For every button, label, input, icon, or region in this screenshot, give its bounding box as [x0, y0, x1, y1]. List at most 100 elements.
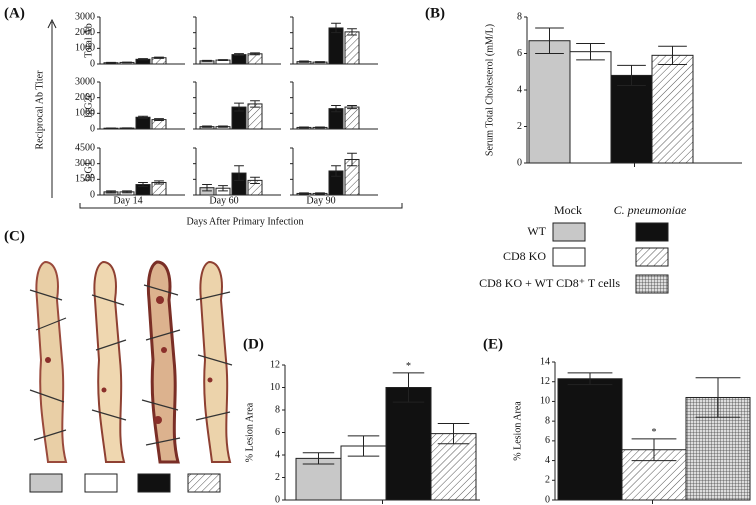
y-tick-label: 0	[90, 189, 95, 200]
error-bar	[331, 105, 341, 113]
bar	[344, 31, 360, 65]
bar	[557, 378, 623, 501]
error-bar	[154, 180, 164, 185]
y-tick-label: 6	[545, 435, 550, 446]
bar	[385, 387, 432, 501]
bar	[430, 433, 477, 501]
y-tick-label: 14	[540, 356, 550, 367]
significance-marker: *	[406, 361, 411, 372]
x-bracket	[79, 203, 403, 209]
error-bar	[617, 64, 646, 86]
panel-label: (C)	[4, 228, 25, 244]
error-bar	[250, 176, 260, 185]
y-tick-label: 0	[545, 494, 550, 505]
error-bar	[535, 27, 564, 54]
error-bar	[138, 58, 148, 61]
legend-label: CD8 KO	[503, 249, 546, 263]
error-bar	[234, 102, 244, 112]
y-tick-label: 4	[545, 455, 550, 466]
significance-marker: *	[652, 427, 657, 438]
error-bar	[315, 192, 325, 195]
error-bar	[202, 59, 212, 62]
y-tick-label: 2	[517, 121, 522, 132]
legend-label: WT	[527, 224, 546, 238]
error-bar	[631, 438, 677, 462]
bar	[247, 103, 263, 130]
y-tick-label: 8	[545, 415, 550, 426]
y-tick-label: 6	[275, 427, 280, 438]
photo-legend	[29, 473, 221, 493]
legend-swatch	[635, 222, 669, 242]
column-label: Day 60	[209, 195, 238, 206]
error-bar	[331, 165, 341, 177]
error-bar	[576, 42, 605, 61]
y-tick-label: 10	[540, 396, 550, 407]
panel-label: (A)	[4, 5, 25, 21]
legend-swatch	[552, 247, 586, 267]
y-tick-label: 0	[275, 494, 280, 505]
error-bar	[347, 152, 357, 167]
y-tick-label: 2	[545, 475, 550, 486]
error-bar	[154, 118, 164, 122]
y-axis-title: % Lesion Area	[244, 402, 255, 462]
legend-label: CD8 KO + WT CD8⁺ T cells	[479, 276, 620, 290]
legend-swatch	[552, 222, 586, 242]
error-bar	[299, 126, 309, 129]
error-bar	[154, 56, 164, 59]
error-bar	[122, 190, 132, 194]
error-bar	[202, 184, 212, 192]
error-bar	[392, 372, 425, 403]
error-bar	[106, 190, 116, 194]
error-bar	[234, 165, 244, 181]
y-tick-label: 3000	[75, 11, 95, 22]
bar	[135, 116, 151, 130]
y-tick-label: 3000	[75, 158, 95, 169]
y-axis-title: Serum Total Cholesterol (mM/L)	[484, 24, 495, 156]
bar	[528, 40, 571, 164]
y-tick-label: 6	[517, 48, 522, 59]
error-bar	[658, 45, 687, 65]
legend-header: C. pneumoniae	[614, 203, 687, 217]
error-bar	[302, 452, 335, 465]
y-axis-title: % Lesion Area	[512, 401, 523, 461]
y-tick-label: 2000	[75, 27, 95, 38]
error-bar	[218, 185, 228, 192]
error-bar	[250, 52, 260, 56]
axis-arrow	[47, 18, 57, 198]
row-label: Total Ab	[83, 23, 94, 58]
panel-label: (E)	[483, 336, 503, 352]
legend: Mock C. pneumoniae WT CD8 KO CD8 KO + WT…	[479, 203, 687, 294]
bar	[569, 51, 612, 164]
error-bar	[234, 53, 244, 57]
y-tick-label: 10	[270, 382, 280, 393]
x-axis-title: Days After Primary Infection	[187, 216, 304, 227]
error-bar	[315, 126, 325, 129]
bar	[610, 74, 653, 164]
y-tick-label: 0	[90, 123, 95, 134]
y-tick-label: 4	[275, 449, 280, 460]
y-tick-label: 2000	[75, 92, 95, 103]
error-bar	[218, 59, 228, 62]
error-bar	[567, 372, 613, 386]
error-bar	[315, 61, 325, 64]
bar	[295, 457, 342, 501]
error-bar	[331, 22, 341, 34]
aorta-photo	[29, 260, 233, 464]
bar	[247, 53, 263, 65]
y-tick-label: 8	[275, 404, 280, 415]
error-bar	[299, 192, 309, 195]
row-label: IgG2c	[83, 92, 94, 118]
y-tick-label: 12	[270, 359, 280, 370]
error-bar	[299, 60, 309, 63]
y-tick-label: 1500	[75, 174, 95, 185]
y-tick-label: 1000	[75, 108, 95, 119]
error-bar	[437, 423, 470, 445]
error-bar	[347, 28, 357, 36]
y-tick-label: 1000	[75, 43, 95, 54]
column-label: Day 90	[306, 195, 335, 206]
error-bar	[138, 181, 148, 188]
error-bar	[695, 377, 741, 418]
error-bar	[106, 61, 116, 64]
y-tick-label: 3000	[75, 76, 95, 87]
